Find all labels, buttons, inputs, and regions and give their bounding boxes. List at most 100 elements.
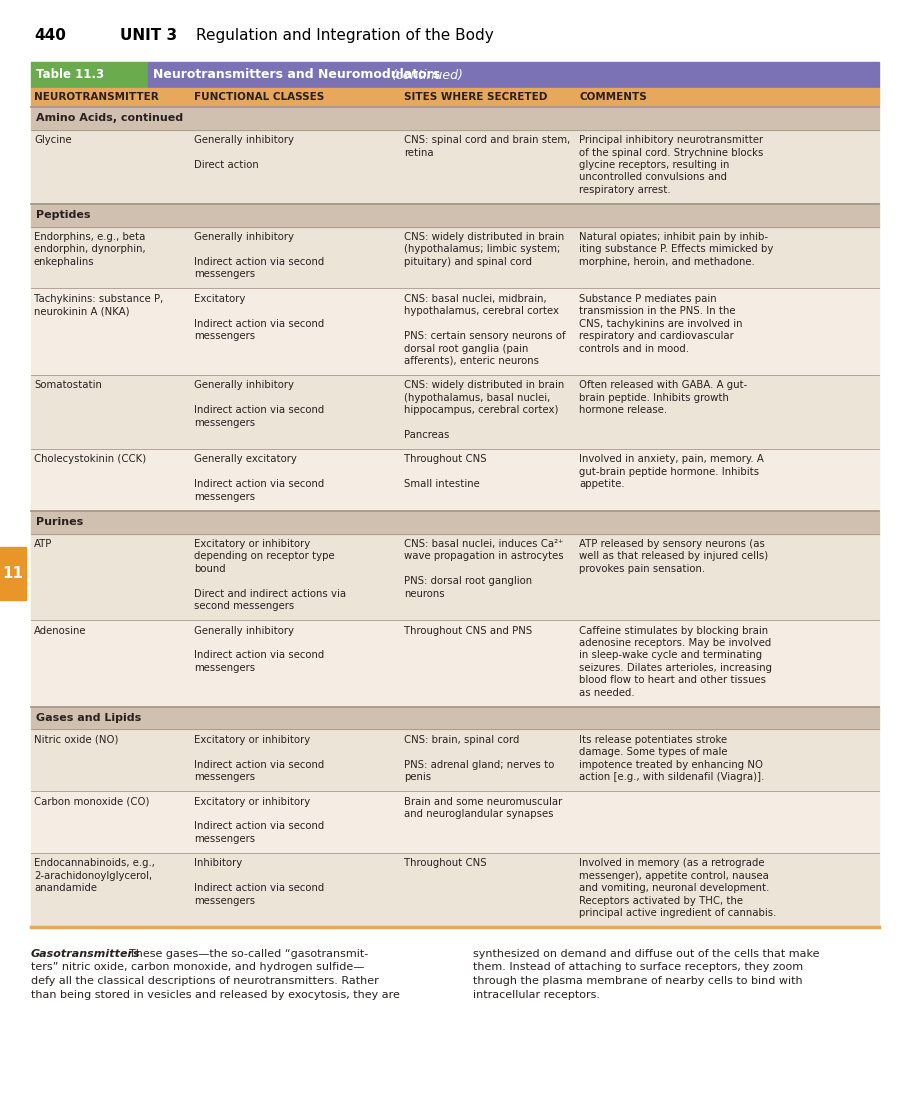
Bar: [31, 620, 879, 707]
Text: Cholecystokinin (CCK): Cholecystokinin (CCK): [34, 455, 147, 465]
Text: PNS: certain sensory neurons of: PNS: certain sensory neurons of: [404, 331, 566, 341]
Text: messengers: messengers: [194, 269, 255, 279]
Bar: [31, 730, 879, 791]
Text: of the spinal cord. Strychnine blocks: of the spinal cord. Strychnine blocks: [579, 147, 763, 157]
Text: SITES WHERE SECRETED: SITES WHERE SECRETED: [404, 92, 548, 102]
Text: afferents), enteric neurons: afferents), enteric neurons: [404, 356, 539, 366]
Bar: [31, 288, 879, 375]
Text: Inhibitory: Inhibitory: [194, 858, 242, 868]
Text: than being stored in vesicles and released by exocytosis, they are: than being stored in vesicles and releas…: [31, 989, 399, 999]
Text: Often released with GABA. A gut-: Often released with GABA. A gut-: [579, 380, 747, 390]
Text: respiratory arrest.: respiratory arrest.: [579, 185, 671, 195]
Text: (hypothalamus, basal nuclei,: (hypothalamus, basal nuclei,: [404, 392, 551, 402]
Text: Indirect action via second: Indirect action via second: [194, 884, 324, 893]
Text: Generally inhibitory: Generally inhibitory: [194, 232, 294, 242]
Text: Somatostatin: Somatostatin: [34, 380, 102, 390]
Text: second messengers: second messengers: [194, 601, 294, 611]
Text: controls and in mood.: controls and in mood.: [579, 344, 689, 354]
Text: gut-brain peptide hormone. Inhibits: gut-brain peptide hormone. Inhibits: [579, 467, 759, 477]
Text: Brain and some neuromuscular: Brain and some neuromuscular: [404, 797, 562, 807]
Text: action [e.g., with sildenafil (Viagra)].: action [e.g., with sildenafil (Viagra)].: [579, 773, 764, 782]
Text: adenosine receptors. May be involved: adenosine receptors. May be involved: [579, 639, 772, 648]
Text: Involved in anxiety, pain, memory. A: Involved in anxiety, pain, memory. A: [579, 455, 763, 465]
Text: Its release potentiates stroke: Its release potentiates stroke: [579, 735, 727, 745]
Text: iting substance P. Effects mimicked by: iting substance P. Effects mimicked by: [579, 244, 774, 255]
Text: CNS: spinal cord and brain stem,: CNS: spinal cord and brain stem,: [404, 135, 571, 145]
Text: wave propagation in astrocytes: wave propagation in astrocytes: [404, 552, 563, 562]
Text: Purines: Purines: [36, 518, 83, 528]
Text: messengers: messengers: [194, 834, 255, 844]
Text: penis: penis: [404, 773, 431, 782]
Text: endorphin, dynorphin,: endorphin, dynorphin,: [34, 244, 146, 255]
Text: Generally inhibitory: Generally inhibitory: [194, 135, 294, 145]
Text: Caffeine stimulates by blocking brain: Caffeine stimulates by blocking brain: [579, 625, 768, 635]
Text: Adenosine: Adenosine: [34, 625, 86, 635]
Text: Generally excitatory: Generally excitatory: [194, 455, 297, 465]
Text: Table 11.3: Table 11.3: [36, 68, 104, 81]
Text: Generally inhibitory: Generally inhibitory: [194, 625, 294, 635]
Bar: [31, 707, 879, 730]
Text: and vomiting, neuronal development.: and vomiting, neuronal development.: [579, 884, 769, 893]
Text: (hypothalamus; limbic system;: (hypothalamus; limbic system;: [404, 244, 561, 255]
Bar: [31, 375, 879, 449]
Text: Substance P mediates pain: Substance P mediates pain: [579, 293, 717, 303]
Text: Excitatory or inhibitory: Excitatory or inhibitory: [194, 539, 310, 548]
Text: Throughout CNS: Throughout CNS: [404, 455, 487, 465]
Text: dorsal root ganglia (pain: dorsal root ganglia (pain: [404, 344, 529, 354]
Text: messengers: messengers: [194, 331, 255, 341]
Text: PNS: adrenal gland; nerves to: PNS: adrenal gland; nerves to: [404, 759, 554, 769]
Text: Glycine: Glycine: [34, 135, 72, 145]
Text: defy all the classical descriptions of neurotransmitters. Rather: defy all the classical descriptions of n…: [31, 976, 379, 986]
Text: messengers: messengers: [194, 418, 255, 428]
Text: Endocannabinoids, e.g.,: Endocannabinoids, e.g.,: [34, 858, 155, 868]
Text: respiratory and cardiovascular: respiratory and cardiovascular: [579, 331, 733, 341]
Text: Regulation and Integration of the Body: Regulation and Integration of the Body: [196, 27, 494, 43]
Bar: [31, 226, 879, 288]
Text: provokes pain sensation.: provokes pain sensation.: [579, 564, 705, 574]
Text: and neuroglandular synapses: and neuroglandular synapses: [404, 809, 553, 819]
Text: Indirect action via second: Indirect action via second: [194, 406, 324, 415]
Text: Indirect action via second: Indirect action via second: [194, 479, 324, 489]
Text: FUNCTIONAL CLASSES: FUNCTIONAL CLASSES: [194, 92, 324, 102]
Text: CNS: widely distributed in brain: CNS: widely distributed in brain: [404, 380, 564, 390]
Text: anandamide: anandamide: [34, 884, 97, 893]
Bar: [31, 62, 148, 88]
Text: uncontrolled convulsions and: uncontrolled convulsions and: [579, 173, 727, 182]
Text: principal active ingredient of cannabis.: principal active ingredient of cannabis.: [579, 908, 776, 918]
Text: morphine, heroin, and methadone.: morphine, heroin, and methadone.: [579, 257, 754, 267]
Text: ATP: ATP: [34, 539, 53, 548]
Text: neurokinin A (NKA): neurokinin A (NKA): [34, 307, 129, 317]
Bar: [31, 533, 879, 620]
Bar: [31, 107, 879, 130]
Text: them. Instead of attaching to surface receptors, they zoom: them. Instead of attaching to surface re…: [473, 963, 804, 973]
Text: appetite.: appetite.: [579, 479, 624, 489]
Text: retina: retina: [404, 147, 434, 157]
Text: Gases and Lipids: Gases and Lipids: [36, 713, 141, 723]
Text: hormone release.: hormone release.: [579, 406, 667, 415]
Text: pituitary) and spinal cord: pituitary) and spinal cord: [404, 257, 532, 267]
Text: Excitatory or inhibitory: Excitatory or inhibitory: [194, 735, 310, 745]
Text: synthesized on demand and diffuse out of the cells that make: synthesized on demand and diffuse out of…: [473, 950, 820, 959]
Text: 11: 11: [3, 566, 24, 581]
Text: intracellular receptors.: intracellular receptors.: [473, 989, 600, 999]
Text: damage. Some types of male: damage. Some types of male: [579, 747, 727, 757]
Bar: [31, 853, 879, 926]
Text: COMMENTS: COMMENTS: [579, 92, 647, 102]
Text: neurons: neurons: [404, 589, 445, 599]
Text: Carbon monoxide (CO): Carbon monoxide (CO): [34, 797, 149, 807]
Text: (continued): (continued): [391, 68, 463, 81]
Text: ters” nitric oxide, carbon monoxide, and hydrogen sulfide—: ters” nitric oxide, carbon monoxide, and…: [31, 963, 364, 973]
Text: messenger), appetite control, nausea: messenger), appetite control, nausea: [579, 870, 769, 880]
Text: CNS: basal nuclei, induces Ca²⁺: CNS: basal nuclei, induces Ca²⁺: [404, 539, 563, 548]
Text: messengers: messengers: [194, 896, 255, 906]
Text: Throughout CNS and PNS: Throughout CNS and PNS: [404, 625, 532, 635]
Text: ATP released by sensory neurons (as: ATP released by sensory neurons (as: [579, 539, 765, 548]
Text: Principal inhibitory neurotransmitter: Principal inhibitory neurotransmitter: [579, 135, 763, 145]
Text: Generally inhibitory: Generally inhibitory: [194, 380, 294, 390]
Text: depending on receptor type: depending on receptor type: [194, 552, 335, 562]
Text: Peptides: Peptides: [36, 210, 90, 220]
Text: in sleep-wake cycle and terminating: in sleep-wake cycle and terminating: [579, 651, 763, 660]
Bar: [31, 204, 879, 226]
Text: Excitatory or inhibitory: Excitatory or inhibitory: [194, 797, 310, 807]
Text: hippocampus, cerebral cortex): hippocampus, cerebral cortex): [404, 406, 559, 415]
